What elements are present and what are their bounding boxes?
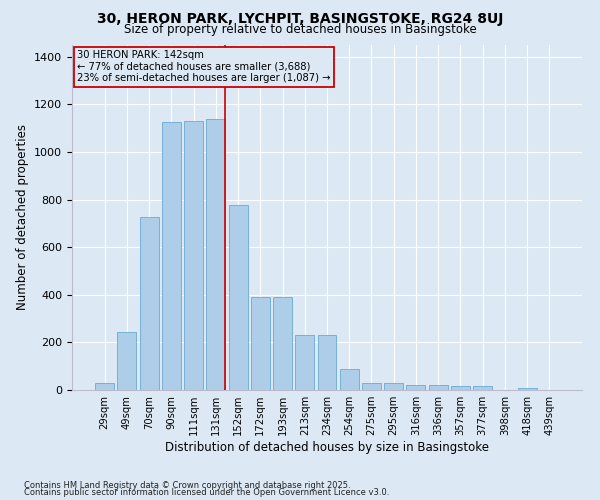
Bar	[95, 383, 114, 390]
Bar	[184, 121, 203, 390]
Text: Contains public sector information licensed under the Open Government Licence v3: Contains public sector information licen…	[24, 488, 389, 497]
Bar	[473, 386, 492, 390]
Bar	[140, 217, 158, 390]
Text: 30, HERON PARK, LYCHPIT, BASINGSTOKE, RG24 8UJ: 30, HERON PARK, LYCHPIT, BASINGSTOKE, RG…	[97, 12, 503, 26]
Bar	[162, 122, 181, 390]
Text: Size of property relative to detached houses in Basingstoke: Size of property relative to detached ho…	[124, 22, 476, 36]
Text: 30 HERON PARK: 142sqm
← 77% of detached houses are smaller (3,688)
23% of semi-d: 30 HERON PARK: 142sqm ← 77% of detached …	[77, 50, 331, 84]
Bar	[317, 336, 337, 390]
Text: Contains HM Land Registry data © Crown copyright and database right 2025.: Contains HM Land Registry data © Crown c…	[24, 480, 350, 490]
Bar	[295, 336, 314, 390]
Y-axis label: Number of detached properties: Number of detached properties	[16, 124, 29, 310]
Bar	[429, 385, 448, 390]
Bar	[451, 386, 470, 390]
Bar	[362, 383, 381, 390]
Bar	[273, 297, 292, 390]
X-axis label: Distribution of detached houses by size in Basingstoke: Distribution of detached houses by size …	[165, 441, 489, 454]
Bar	[384, 383, 403, 390]
Bar	[118, 332, 136, 390]
Bar	[206, 119, 225, 390]
Bar	[518, 388, 536, 390]
Bar	[406, 385, 425, 390]
Bar	[229, 205, 248, 390]
Bar	[251, 297, 270, 390]
Bar	[340, 369, 359, 390]
